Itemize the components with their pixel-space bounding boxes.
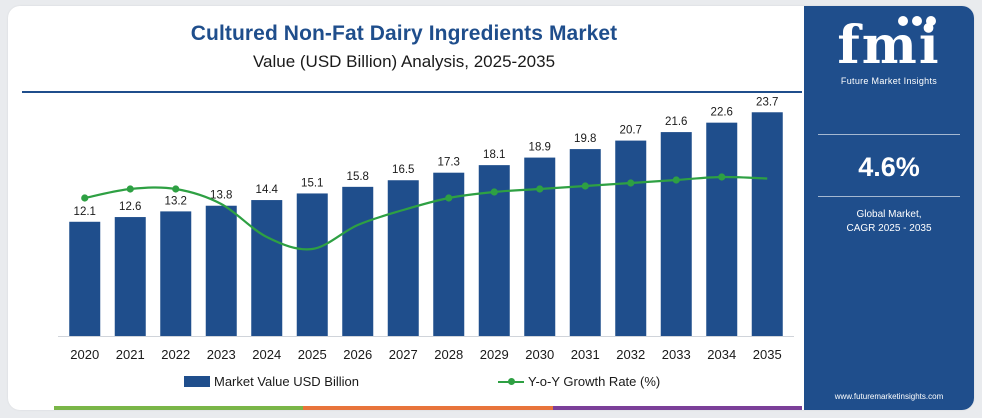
logo-subtitle: Future Market Insights — [840, 76, 938, 86]
x-tick-label: 2031 — [571, 347, 600, 362]
x-tick-label: 2022 — [161, 347, 190, 362]
logo-dots-icon — [898, 16, 936, 26]
bar-2024 — [251, 200, 283, 336]
sidebar-divider-middle — [818, 196, 960, 197]
growth-rate-point — [718, 173, 726, 181]
chart-card: Cultured Non-Fat Dairy Ingredients Marke… — [8, 6, 974, 410]
strip-segment-green — [54, 406, 304, 410]
bar-value-label: 15.8 — [347, 171, 369, 183]
bar-2022 — [160, 211, 192, 336]
x-tick-label: 2033 — [662, 347, 691, 362]
growth-rate-point — [81, 194, 89, 202]
x-tick-label: 2034 — [707, 347, 736, 362]
bar-value-label: 15.1 — [301, 177, 323, 189]
growth-rate-point — [126, 185, 134, 193]
sidebar-divider-top — [818, 134, 960, 135]
x-tick-label: 2035 — [753, 347, 782, 362]
x-tick-label: 2029 — [480, 347, 509, 362]
cagr-label-line1: Global Market, — [856, 209, 922, 220]
x-tick-label: 2030 — [525, 347, 554, 362]
bar-2035 — [751, 112, 783, 336]
x-tick-label: 2026 — [343, 347, 372, 362]
legend-line-swatch — [498, 376, 524, 387]
bar-2026 — [342, 186, 374, 336]
sidebar-panel: fmi Future Market Insights 4.6% Global M… — [804, 6, 974, 410]
x-tick-label: 2021 — [116, 347, 145, 362]
bar-value-label: 13.2 — [165, 195, 187, 207]
website-link[interactable]: www.futuremarketinsights.com — [834, 392, 944, 401]
x-tick-label: 2020 — [70, 347, 99, 362]
bar-value-label: 18.1 — [483, 149, 505, 161]
bar-2030 — [524, 157, 556, 336]
growth-rate-point — [172, 185, 180, 193]
bar-2034 — [706, 122, 738, 336]
chart-title: Cultured Non-Fat Dairy Ingredients Marke… — [190, 22, 618, 45]
bar-value-label: 13.8 — [210, 190, 232, 202]
growth-rate-point — [581, 182, 589, 190]
x-tick-label: 2027 — [389, 347, 418, 362]
bar-2025 — [296, 193, 328, 336]
bar-value-label: 22.6 — [711, 107, 733, 119]
bar-2021 — [114, 217, 146, 336]
title-divider — [22, 91, 802, 93]
bar-2031 — [569, 149, 601, 336]
fmi-logo: fmi — [837, 15, 941, 76]
x-tick-label: 2028 — [434, 347, 463, 362]
x-tick-label: 2032 — [616, 347, 645, 362]
x-tick-label: 2025 — [298, 347, 327, 362]
chart-plot: 12.1 2020 12.6 2021 13.2 2022 13.8 2023 14.4 2024… — [58, 96, 794, 362]
growth-rate-point — [627, 179, 635, 187]
strip-segment-orange — [303, 406, 553, 410]
bottom-color-strip — [54, 406, 802, 410]
cagr-value: 4.6% — [858, 152, 920, 182]
cagr-label-line2: CAGR 2025 - 2035 — [846, 223, 932, 234]
chart-subtitle: Value (USD Billion) Analysis, 2025-2035 — [252, 52, 556, 71]
bar-2032 — [615, 140, 647, 336]
bar-value-label: 19.8 — [574, 133, 596, 145]
growth-rate-point — [445, 194, 453, 202]
legend-item-growth-rate: Y-o-Y Growth Rate (%) — [498, 374, 660, 389]
legend-item-market-value: Market Value USD Billion — [184, 374, 359, 389]
bar-2033 — [660, 132, 692, 336]
growth-rate-point — [536, 185, 544, 193]
bar-2023 — [205, 205, 237, 336]
bar-value-label: 18.9 — [529, 142, 551, 154]
bar-value-label: 12.1 — [74, 206, 96, 218]
bar-value-label: 12.6 — [119, 201, 141, 213]
growth-rate-line — [84, 175, 768, 251]
bar-2027 — [387, 180, 419, 336]
x-tick-label: 2024 — [252, 347, 281, 362]
cagr-label: Global Market, CAGR 2025 - 2035 — [804, 208, 974, 236]
bar-value-label: 14.4 — [256, 184, 279, 196]
bar-value-label: 21.6 — [665, 116, 687, 128]
legend-label-growth-rate: Y-o-Y Growth Rate (%) — [528, 374, 661, 389]
bar-value-label: 23.7 — [756, 96, 778, 108]
bar-value-label: 17.3 — [438, 157, 460, 169]
x-tick-label: 2023 — [207, 347, 236, 362]
growth-rate-point — [672, 176, 680, 184]
legend-bar-swatch — [184, 376, 210, 387]
bar-value-label: 16.5 — [392, 164, 414, 176]
growth-rate-point — [490, 188, 498, 196]
bar-2020 — [69, 221, 101, 336]
bar-value-label: 20.7 — [620, 125, 642, 137]
legend-label-market-value: Market Value USD Billion — [214, 374, 359, 389]
strip-segment-purple — [552, 406, 802, 410]
